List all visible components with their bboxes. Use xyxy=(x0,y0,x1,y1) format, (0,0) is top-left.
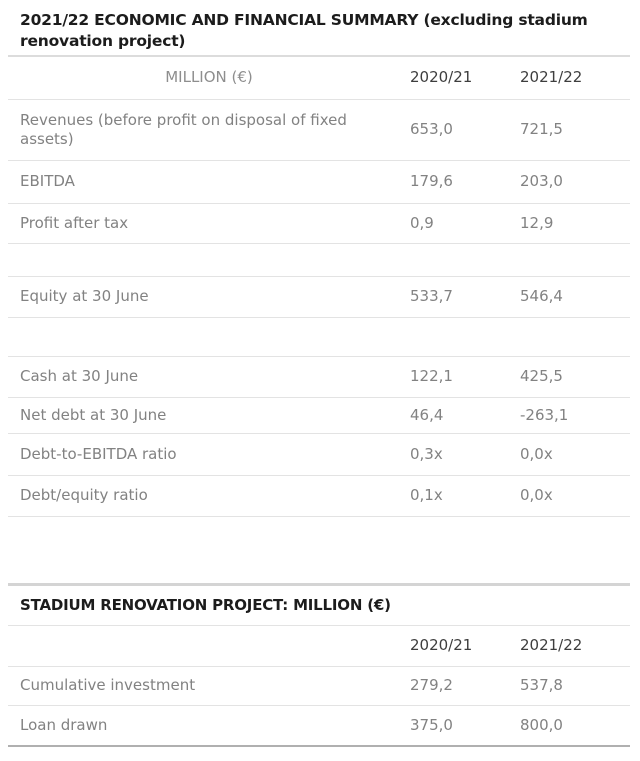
spacer-row xyxy=(8,317,630,356)
section-gap xyxy=(8,517,630,583)
row-label: Loan drawn xyxy=(20,715,108,734)
value-2020-21: 0,9 xyxy=(410,213,434,232)
column-header-empty xyxy=(8,625,410,666)
stadium-header-row: 2020/21 2021/22 xyxy=(8,625,631,666)
row-label: Revenues (before profit on disposal of f… xyxy=(20,110,347,148)
row-label: Cash at 30 June xyxy=(20,367,139,385)
value-2021-22: 546,4 xyxy=(520,287,563,305)
value-2021-22: 12,9 xyxy=(520,213,554,232)
table-row-debt-to-ebitda: Debt-to-EBITDA ratio 0,3x 0,0x xyxy=(8,433,630,475)
value-2020-21: 653,0 xyxy=(410,120,453,138)
row-label: Cumulative investment xyxy=(20,676,196,694)
spacer-row xyxy=(8,243,630,276)
value-2020-21: 179,6 xyxy=(410,172,453,190)
column-header-2020-21: 2020/21 xyxy=(410,68,473,87)
summary-header-row: MILLION (€) 2020/21 2021/22 xyxy=(8,56,630,99)
table-row-debt-equity: Debt/equity ratio 0,1x 0,0x xyxy=(8,475,630,516)
page-title: 2021/22 ECONOMIC AND FINANCIAL SUMMARY (… xyxy=(20,11,588,50)
table-row-equity: Equity at 30 June 533,7 546,4 xyxy=(8,276,630,317)
table-row-cash: Cash at 30 June 122,1 425,5 xyxy=(8,356,630,397)
value-2021-22: 0,0x xyxy=(520,486,553,504)
stadium-section-title-row: STADIUM RENOVATION PROJECT: MILLION (€) xyxy=(8,584,631,625)
value-2020-21: 0,1x xyxy=(410,486,443,504)
table-row-profit-after-tax: Profit after tax 0,9 12,9 xyxy=(8,203,630,243)
row-label: Net debt at 30 June xyxy=(20,405,167,424)
table-row-cumulative-investment: Cumulative investment 279,2 537,8 xyxy=(8,666,631,705)
value-2021-22: 721,5 xyxy=(520,120,563,138)
row-label: Equity at 30 June xyxy=(20,287,149,305)
table-row-revenues: Revenues (before profit on disposal of f… xyxy=(8,99,630,160)
table-row-ebitda: EBITDA 179,6 203,0 xyxy=(8,160,630,203)
value-2021-22: 203,0 xyxy=(520,172,563,190)
column-header-2021-22: 2021/22 xyxy=(520,68,583,87)
value-2020-21: 0,3x xyxy=(410,444,443,463)
value-2020-21: 533,7 xyxy=(410,287,453,305)
value-2021-22: 800,0 xyxy=(520,715,563,734)
column-header-million: MILLION (€) xyxy=(165,68,253,87)
value-2021-22: 0,0x xyxy=(520,444,553,463)
value-2020-21: 122,1 xyxy=(410,367,453,385)
value-2021-22: 537,8 xyxy=(520,676,563,694)
column-header-2021-22: 2021/22 xyxy=(520,636,583,654)
row-label: Profit after tax xyxy=(20,213,129,232)
table-row-loan-drawn: Loan drawn 375,0 800,0 xyxy=(8,705,631,746)
value-2020-21: 46,4 xyxy=(410,405,444,424)
value-2021-22: 425,5 xyxy=(520,367,563,385)
table-row-net-debt: Net debt at 30 June 46,4 -263,1 xyxy=(8,397,630,433)
stadium-renovation-table: STADIUM RENOVATION PROJECT: MILLION (€) … xyxy=(8,582,631,748)
economic-summary-table: MILLION (€) 2020/21 2021/22 Revenues (be… xyxy=(8,55,630,517)
row-label: Debt/equity ratio xyxy=(20,486,148,504)
column-header-2020-21: 2020/21 xyxy=(410,636,473,654)
value-2020-21: 279,2 xyxy=(410,676,453,694)
row-label: Debt-to-EBITDA ratio xyxy=(20,444,177,463)
value-2020-21: 375,0 xyxy=(410,715,453,734)
value-2021-22: -263,1 xyxy=(520,405,569,424)
section-title: STADIUM RENOVATION PROJECT: MILLION (€) xyxy=(20,595,391,614)
row-label: EBITDA xyxy=(20,172,75,190)
